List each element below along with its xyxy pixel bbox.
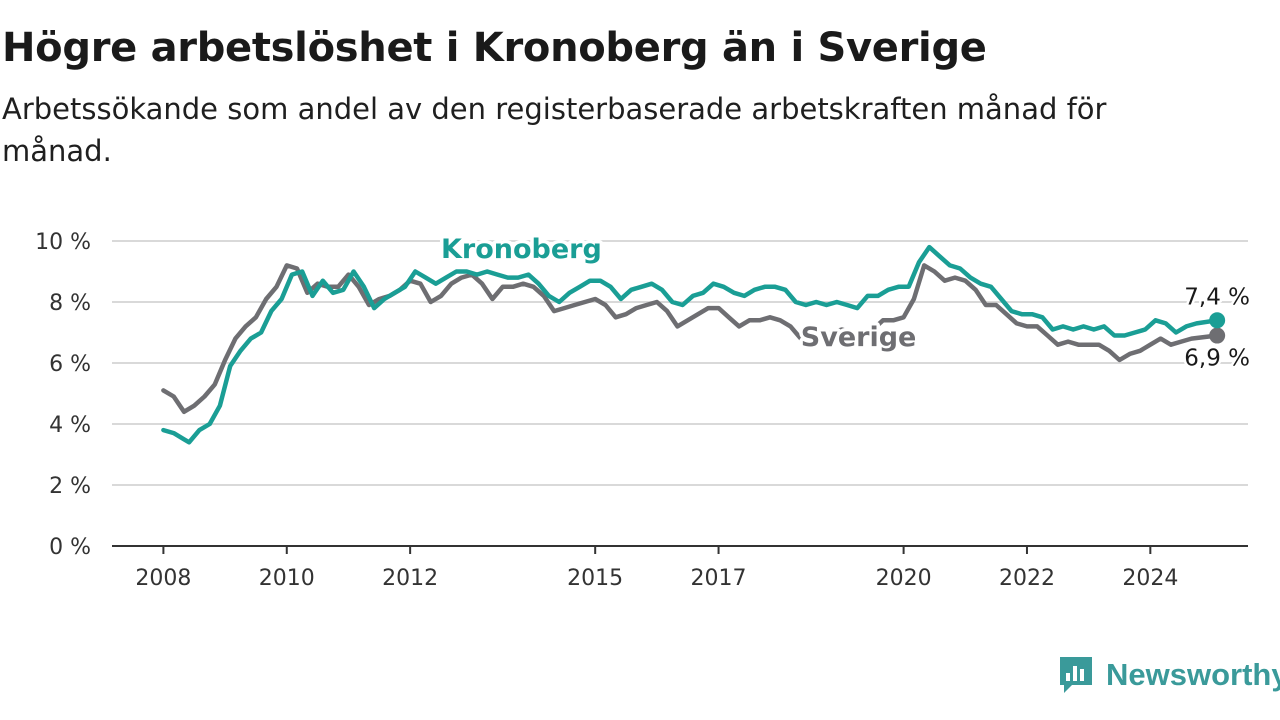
chart-title: Högre arbetslöshet i Kronoberg än i Sver… [2, 25, 987, 71]
x-tick-label: 2020 [876, 566, 932, 591]
brand-name: Newsworthy [1106, 657, 1280, 692]
x-tick-label: 2022 [999, 566, 1055, 591]
y-tick-label: 10 % [35, 230, 91, 255]
series-line-sverige [161, 263, 1220, 415]
end-point-kronoberg [1209, 312, 1226, 329]
y-tick-label: 6 % [49, 352, 91, 377]
brand-logo: Newsworthy [1058, 655, 1280, 695]
x-tick-label: 2010 [259, 566, 315, 591]
y-tick-label: 0 % [49, 535, 91, 560]
y-tick-label: 2 % [49, 474, 91, 499]
x-tick-label: 2015 [567, 566, 623, 591]
end-value-label-sverige: 6,9 % [1184, 346, 1250, 372]
chart-subtitle: Arbetssökande som andel av den registerb… [2, 92, 1107, 169]
x-tick-label: 2024 [1122, 566, 1178, 591]
newsworthy-logo-icon [1060, 657, 1092, 693]
x-tick-label: 2017 [691, 566, 747, 591]
x-tick-label: 2008 [135, 566, 191, 591]
series-label-sverige: Sverige [801, 322, 917, 353]
x-tick-label: 2012 [382, 566, 438, 591]
series-label-kronoberg: Kronoberg [441, 234, 602, 265]
y-tick-label: 4 % [49, 413, 91, 438]
end-value-label-kronoberg: 7,4 % [1184, 284, 1250, 310]
series-line-kronoberg [161, 244, 1220, 445]
end-point-sverige [1209, 327, 1226, 344]
y-tick-label: 8 % [49, 291, 91, 316]
